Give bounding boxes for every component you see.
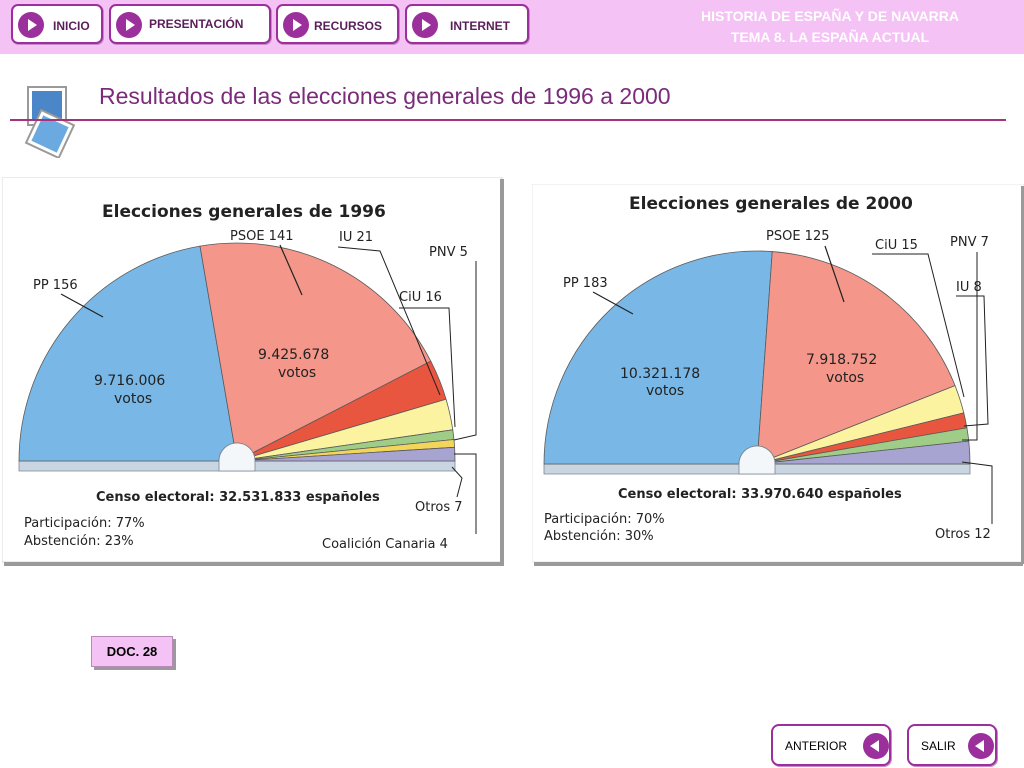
pp-votes: 9.716.006 — [94, 373, 165, 389]
censo-electoral: Censo electoral: 32.531.833 españoles — [96, 490, 380, 505]
pie-hub — [738, 445, 776, 475]
pie-1996 — [18, 242, 456, 472]
presentacion-label: PRESENTACIÓN — [149, 17, 244, 31]
recursos-label: RECURSOS — [314, 19, 383, 33]
top-navigation-bar: INICIO PRESENTACIÓN RECURSOS INTERNET HI… — [0, 0, 1024, 54]
presentacion-button[interactable]: PRESENTACIÓN — [109, 4, 271, 44]
iu-label: IU 21 — [339, 230, 373, 245]
otros-label: Otros 7 — [415, 500, 463, 515]
psoe-votes: 9.425.678 — [258, 347, 329, 363]
pie-2000 — [543, 250, 971, 475]
ciu-label: CiU 16 — [399, 290, 442, 305]
pp-votes-unit: votos — [114, 391, 152, 407]
pp-label: PP 156 — [33, 278, 78, 293]
chart-1996: Elecciones generales de 1996 PP 156 PSOE… — [2, 177, 508, 568]
cc-label: Coalición Canaria 4 — [322, 537, 448, 552]
document-stack-icon — [24, 86, 76, 158]
pp-votes-unit: votos — [646, 383, 684, 399]
abstencion: Abstención: 30% — [544, 529, 654, 544]
anterior-label: ANTERIOR — [785, 739, 848, 753]
internet-button[interactable]: INTERNET — [405, 4, 529, 44]
doc-number-badge: DOC. 28 — [91, 636, 173, 667]
inicio-button[interactable]: INICIO — [11, 4, 103, 44]
inicio-label: INICIO — [53, 19, 90, 33]
course-header: HISTORIA DE ESPAÑA Y DE NAVARRA TEMA 8. … — [640, 6, 1020, 48]
abstencion: Abstención: 23% — [24, 534, 134, 549]
anterior-button[interactable]: ANTERIOR — [771, 724, 891, 766]
participacion: Participación: 77% — [24, 516, 145, 531]
play-arrow-icon — [412, 12, 438, 38]
censo-electoral: Censo electoral: 33.970.640 españoles — [618, 487, 902, 502]
salir-button[interactable]: SALIR — [907, 724, 997, 766]
pp-label: PP 183 — [563, 276, 608, 291]
recursos-button[interactable]: RECURSOS — [276, 4, 399, 44]
chart-title: Elecciones generales de 1996 — [102, 202, 386, 222]
chart-2000: Elecciones generales de 2000 PP 183 PSOE… — [532, 184, 1024, 568]
play-arrow-icon — [18, 12, 44, 38]
salir-label: SALIR — [921, 739, 956, 753]
psoe-votes-unit: votos — [826, 370, 864, 386]
back-arrow-icon — [863, 733, 889, 759]
back-arrow-icon — [968, 733, 994, 759]
pie-hub — [218, 442, 256, 472]
title-underline — [10, 119, 1006, 121]
course-title: HISTORIA DE ESPAÑA Y DE NAVARRA — [700, 8, 959, 24]
otros-label: Otros 12 — [935, 527, 991, 542]
course-unit: TEMA 8. LA ESPAÑA ACTUAL — [730, 29, 930, 45]
participacion: Participación: 70% — [544, 512, 665, 527]
page-title: Resultados de las elecciones generales d… — [99, 83, 671, 109]
play-arrow-icon — [283, 12, 309, 38]
pp-votes: 10.321.178 — [620, 366, 700, 382]
psoe-label: PSOE 125 — [766, 229, 829, 244]
iu-label: IU 8 — [956, 280, 982, 295]
internet-label: INTERNET — [450, 19, 510, 33]
play-arrow-icon — [116, 12, 142, 38]
pnv-label: PNV 5 — [429, 245, 468, 260]
ciu-label: CiU 15 — [875, 238, 918, 253]
psoe-votes: 7.918.752 — [806, 352, 877, 368]
chart-title: Elecciones generales de 2000 — [629, 194, 913, 214]
pnv-label: PNV 7 — [950, 235, 989, 250]
psoe-votes-unit: votos — [278, 365, 316, 381]
psoe-label: PSOE 141 — [230, 229, 293, 244]
